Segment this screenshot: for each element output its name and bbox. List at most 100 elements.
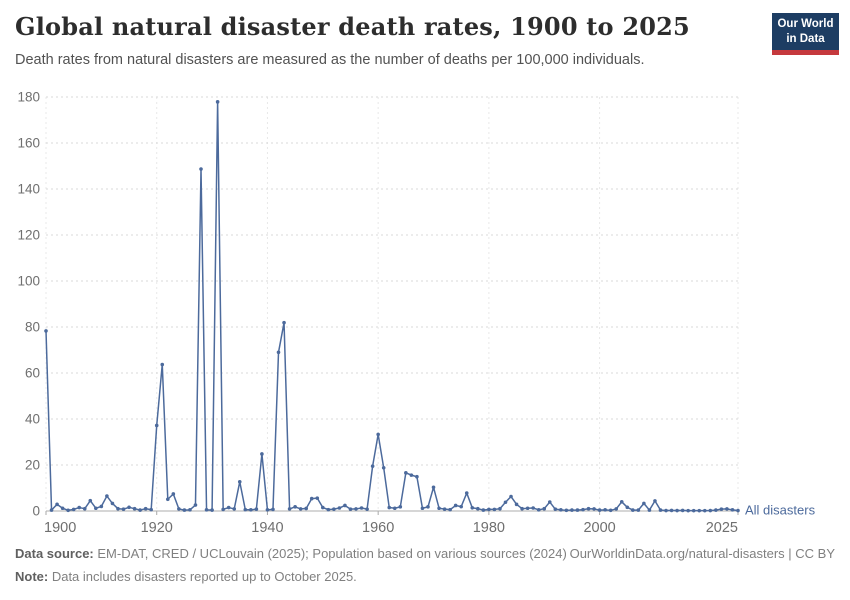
data-point[interactable]	[348, 507, 353, 511]
data-point[interactable]	[94, 506, 98, 511]
data-point[interactable]	[105, 494, 109, 498]
data-point[interactable]	[575, 508, 580, 512]
data-point[interactable]	[631, 508, 635, 512]
data-point[interactable]	[332, 507, 336, 511]
data-point[interactable]	[193, 503, 198, 507]
data-point[interactable]	[431, 485, 436, 490]
data-point[interactable]	[664, 508, 668, 513]
data-point[interactable]	[625, 505, 630, 510]
data-point[interactable]	[415, 474, 419, 479]
data-point[interactable]	[437, 506, 441, 511]
data-point[interactable]	[608, 508, 613, 513]
data-point[interactable]	[702, 508, 707, 513]
data-point[interactable]	[138, 508, 142, 512]
data-point[interactable]	[110, 501, 115, 506]
data-point[interactable]	[404, 471, 408, 475]
data-point[interactable]	[680, 508, 685, 513]
data-point[interactable]	[188, 508, 192, 512]
data-point[interactable]	[365, 507, 369, 511]
data-point[interactable]	[553, 507, 558, 511]
data-point[interactable]	[514, 502, 519, 507]
data-point[interactable]	[99, 504, 104, 509]
data-point[interactable]	[559, 508, 563, 512]
data-point[interactable]	[586, 506, 591, 511]
data-point[interactable]	[542, 506, 547, 511]
data-point[interactable]	[525, 506, 530, 511]
data-point[interactable]	[88, 498, 93, 503]
data-point[interactable]	[237, 479, 242, 484]
data-point[interactable]	[564, 508, 569, 513]
data-point[interactable]	[581, 507, 585, 512]
data-point[interactable]	[669, 508, 674, 513]
data-point[interactable]	[426, 505, 430, 509]
data-point[interactable]	[392, 506, 397, 511]
data-point[interactable]	[171, 492, 176, 496]
data-point[interactable]	[82, 506, 87, 511]
data-point[interactable]	[409, 473, 414, 477]
data-point[interactable]	[658, 508, 663, 512]
data-point[interactable]	[226, 505, 231, 510]
data-point[interactable]	[619, 500, 624, 504]
data-point[interactable]	[614, 507, 619, 511]
data-point[interactable]	[287, 507, 292, 511]
data-point[interactable]	[309, 496, 314, 501]
data-point[interactable]	[636, 508, 641, 512]
data-point[interactable]	[498, 506, 502, 511]
data-point[interactable]	[708, 508, 713, 513]
data-point[interactable]	[199, 167, 203, 171]
data-point[interactable]	[182, 508, 187, 512]
data-point[interactable]	[77, 505, 82, 510]
owid-logo[interactable]: Our World in Data	[772, 13, 839, 55]
data-point[interactable]	[531, 506, 535, 510]
data-point[interactable]	[149, 507, 153, 512]
data-point[interactable]	[271, 507, 275, 512]
data-point[interactable]	[642, 501, 646, 506]
data-point[interactable]	[343, 503, 347, 508]
data-point[interactable]	[337, 506, 342, 510]
data-point[interactable]	[321, 505, 325, 510]
data-point[interactable]	[736, 508, 740, 513]
series-label-all-disasters[interactable]: All disasters	[745, 503, 816, 518]
data-point[interactable]	[675, 508, 679, 513]
data-point[interactable]	[304, 506, 308, 511]
data-point[interactable]	[354, 507, 358, 511]
data-point[interactable]	[725, 507, 729, 511]
data-point[interactable]	[719, 507, 724, 511]
line-chart-canvas[interactable]: 1900 1920 1940 1960 1980 2000 2025 0 20 40 60 80 100…	[0, 0, 850, 540]
data-point[interactable]	[714, 508, 718, 512]
data-point[interactable]	[215, 100, 220, 104]
data-point[interactable]	[116, 506, 120, 511]
data-point[interactable]	[547, 500, 552, 504]
data-point[interactable]	[697, 508, 702, 513]
data-point[interactable]	[686, 508, 690, 513]
data-point[interactable]	[503, 500, 508, 505]
data-point[interactable]	[66, 508, 70, 513]
data-point[interactable]	[177, 507, 181, 511]
data-point[interactable]	[293, 505, 297, 509]
data-point[interactable]	[276, 350, 281, 355]
data-point[interactable]	[55, 502, 59, 507]
data-point[interactable]	[71, 507, 76, 512]
data-point[interactable]	[165, 497, 170, 502]
data-point[interactable]	[420, 506, 425, 511]
data-point[interactable]	[49, 508, 54, 512]
data-point[interactable]	[60, 506, 65, 511]
data-point[interactable]	[647, 508, 652, 512]
data-point[interactable]	[603, 508, 607, 512]
data-point[interactable]	[536, 508, 541, 512]
data-point[interactable]	[381, 465, 386, 470]
data-point[interactable]	[260, 452, 264, 456]
data-point[interactable]	[592, 507, 596, 511]
data-point[interactable]	[520, 506, 524, 511]
data-point[interactable]	[492, 507, 497, 512]
data-point[interactable]	[691, 508, 696, 513]
data-point[interactable]	[448, 507, 452, 512]
data-point[interactable]	[127, 505, 131, 510]
data-point[interactable]	[481, 508, 486, 512]
data-point[interactable]	[160, 362, 165, 367]
data-point[interactable]	[464, 491, 469, 495]
data-point[interactable]	[249, 508, 253, 512]
data-point[interactable]	[470, 505, 475, 510]
data-point[interactable]	[653, 499, 657, 503]
data-point[interactable]	[359, 506, 364, 510]
